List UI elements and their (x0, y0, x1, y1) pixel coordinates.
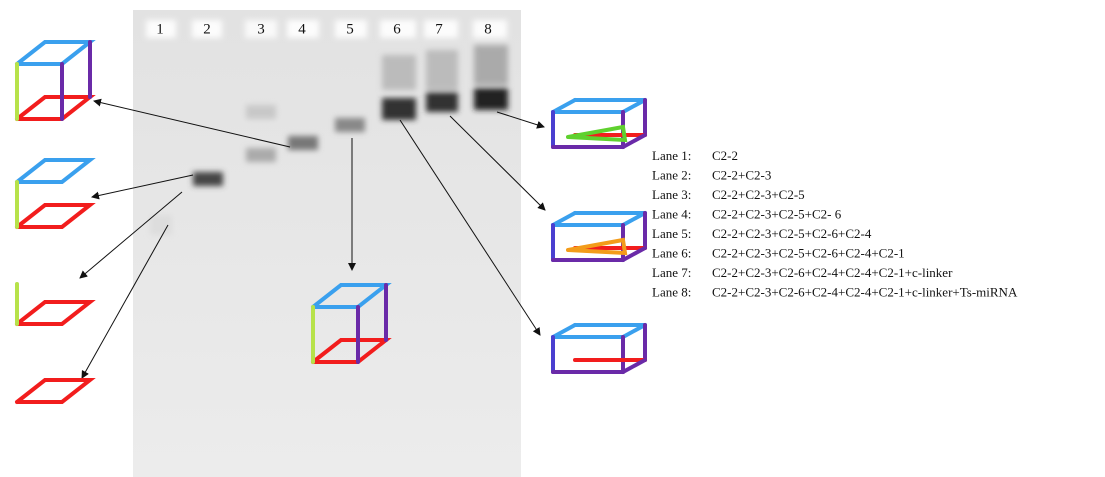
legend-lane: Lane 5: (652, 226, 691, 241)
edge (17, 160, 90, 182)
legend-lane: Lane 1: (652, 148, 691, 163)
legend-text: C2-2+C2-3+C2-6+C2-4+C2-4+C2-1+c-linker+T… (712, 284, 1018, 299)
lane-number: 2 (203, 21, 211, 37)
gel (133, 10, 521, 477)
edge (17, 97, 90, 119)
legend-text: C2-2+C2-3+C2-5+C2-6+C2-4+C2-1 (712, 245, 905, 260)
lane-number: 4 (298, 21, 306, 37)
edge (17, 42, 90, 64)
edge (17, 205, 90, 227)
edge (17, 302, 90, 324)
lane-number: 5 (346, 21, 354, 37)
legend-text: C2-2+C2-3+C2-5+C2- 6 (712, 206, 842, 221)
lane-number: 7 (435, 21, 443, 37)
figure: 12345678 Lane 1:C2-2Lane 2:C2-2+C2-3Lane… (0, 0, 1105, 477)
legend-text: C2-2+C2-3+C2-5+C2-6+C2-4 (712, 226, 872, 241)
legend-lane: Lane 8: (652, 284, 691, 299)
legend: Lane 1: C2-2 Lane 2: C2-2+C2-3 Lane 3: C2-2+C… (652, 148, 1018, 300)
legend-lane: Lane 7: (652, 265, 691, 280)
lane-number: 1 (156, 21, 164, 37)
legend-lane: Lane 6: (652, 245, 691, 260)
edge (17, 380, 90, 402)
legend-text: C2-2+C2-3 (712, 167, 771, 182)
legend-lane: Lane 3: (652, 187, 691, 202)
lane-number: 8 (484, 21, 492, 37)
lane-number: 6 (393, 21, 401, 37)
legend-lane: Lane 2: (652, 167, 691, 182)
lane-number: 3 (257, 21, 265, 37)
legend-lane: Lane 4: (652, 206, 691, 221)
legend-text: C2-2+C2-3+C2-6+C2-4+C2-4+C2-1+c-linker (712, 265, 953, 280)
legend-text: C2-2 (712, 148, 738, 163)
legend-text: C2-2+C2-3+C2-5 (712, 187, 805, 202)
